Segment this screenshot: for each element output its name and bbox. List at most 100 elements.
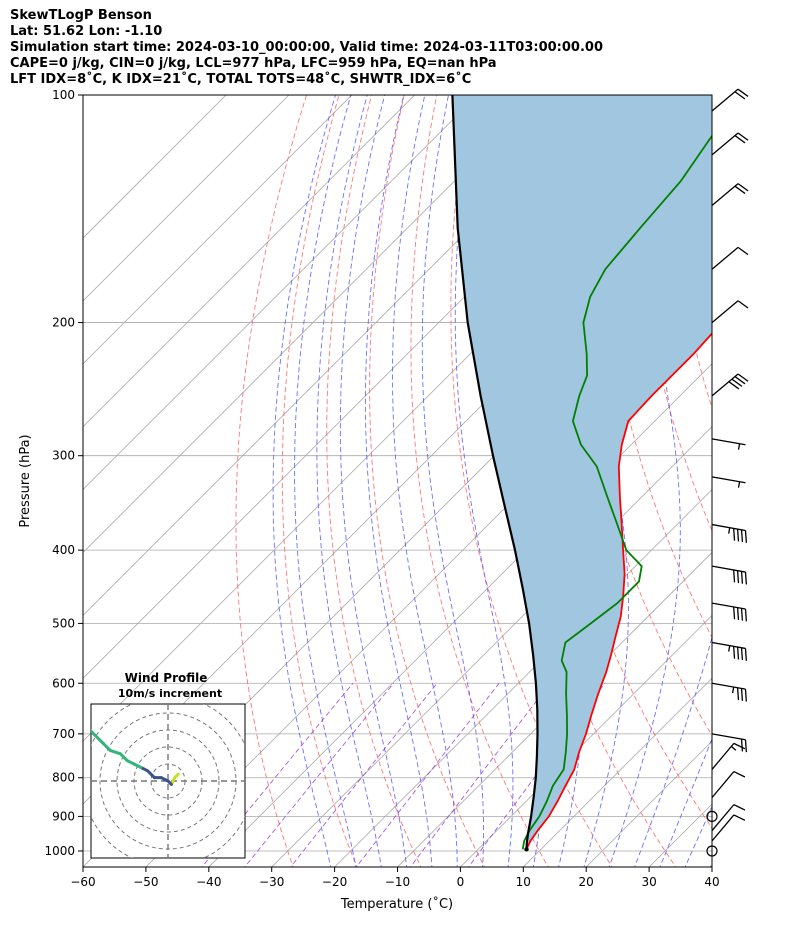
- wind-barb-flag: [728, 381, 740, 390]
- wind-barb-flag: [734, 185, 746, 194]
- y-tick-label: 100: [52, 88, 75, 102]
- wind-barb-half-flag: [728, 527, 731, 534]
- x-tick-label: −20: [322, 875, 347, 889]
- x-tick-label: −30: [259, 875, 284, 889]
- y-tick-label: 500: [52, 616, 75, 630]
- wind-barb: [711, 132, 739, 156]
- wind-barb-half-flag: [737, 481, 741, 488]
- location-line: Lat: 51.62 Lon: -1.10: [10, 24, 163, 39]
- wind-barb-flag: [733, 646, 736, 659]
- moist-adiabat-line: [316, 95, 382, 867]
- wind-barb-calm: [706, 810, 718, 822]
- plot-area: −60 −50 −40 −30 −20 −10 0 10 20 30 40 100 200 300 400…: [18, 78, 794, 912]
- dry-adiabat-line: [281, 95, 358, 867]
- wind-barb: [711, 682, 746, 690]
- dry-adiabat-line: [326, 95, 422, 867]
- wind-barb: [711, 602, 746, 610]
- wind-barb-flag: [737, 88, 749, 97]
- time-line: Simulation start time: 2024-03-10_00:00:…: [10, 40, 603, 55]
- hodograph-segment: [108, 748, 122, 756]
- x-tick-label: 20: [579, 875, 594, 889]
- dry-adiabat-line: [729, 78, 794, 870]
- wind-barb-flag: [731, 378, 743, 387]
- y-tick-label: 900: [52, 809, 75, 823]
- wind-barb-flag: [744, 572, 748, 585]
- dewpoint-line: [521, 134, 712, 850]
- isotherm-line: [83, 95, 542, 554]
- x-tick-label: −10: [385, 875, 410, 889]
- wind-barb-flag: [734, 376, 746, 385]
- moist-adiabat-line: [608, 95, 681, 867]
- isotherm-line: [83, 95, 227, 239]
- wind-barb-flag: [736, 647, 740, 660]
- moist-adiabat-line: [294, 95, 357, 867]
- moist-adiabat-line: [365, 95, 433, 867]
- hodograph-segment: [91, 729, 92, 731]
- isotherm-line: [271, 426, 712, 867]
- dry-adiabat-line: [235, 95, 307, 867]
- wind-barb-flag: [737, 132, 749, 141]
- wind-barb-flag: [733, 569, 736, 583]
- x-axis: −60 −50 −40 −30 −20 −10 0 10 20 30 40: [70, 867, 720, 889]
- wind-barb: [711, 523, 746, 532]
- wind-barb-calm: [706, 845, 718, 857]
- moist-adiabat-line: [454, 95, 514, 867]
- mixing-ratio-line: [467, 683, 606, 867]
- x-tick-label: 40: [704, 875, 719, 889]
- isotherm-line: [522, 677, 712, 867]
- chart-title: SkewTLogP Benson: [10, 8, 152, 23]
- y-tick-label: 400: [52, 543, 75, 557]
- isotherm-line: [83, 95, 416, 428]
- mixing-ratio-lines: [201, 683, 606, 867]
- chart-header: SkewTLogP Benson Lat: 51.62 Lon: -1.10 S…: [10, 8, 790, 88]
- x-tick-label: −50: [133, 875, 158, 889]
- wind-barb-flag: [744, 530, 748, 543]
- y-axis: 100 200 300 400 500 600 700 800 900 1000: [44, 88, 83, 858]
- wind-barb: [711, 742, 735, 770]
- wind-barb-flag: [733, 606, 736, 620]
- isotherm-line: [83, 95, 479, 491]
- wind-barb: [711, 183, 739, 206]
- wind-barb: [711, 373, 739, 397]
- wind-barb-half-flag: [737, 443, 741, 450]
- wind-barb-flag: [740, 608, 744, 621]
- isotherm-line: [459, 614, 712, 867]
- x-tick-label: −40: [196, 875, 221, 889]
- wind-barb-flag: [744, 739, 748, 753]
- y-tick-label: 800: [52, 771, 75, 785]
- y-tick-label: 700: [52, 727, 75, 741]
- wind-barb: [711, 246, 739, 270]
- x-tick-label: 0: [457, 875, 465, 889]
- wind-barb-flag: [734, 91, 746, 100]
- moist-adiabat-line: [709, 862, 712, 867]
- wind-barb: [711, 88, 739, 112]
- mixing-ratio-line: [290, 683, 438, 867]
- wind-barb-flag: [740, 647, 744, 661]
- wind-barb-flag: [734, 135, 746, 144]
- moist-adiabat-line: [339, 95, 408, 867]
- x-tick-label: 10: [516, 875, 531, 889]
- wind-barb-flag: [733, 804, 746, 811]
- wind-barb-flag: [744, 608, 748, 622]
- parcel-line: [451, 95, 539, 850]
- hodograph-subtitle: 10m/s increment: [118, 687, 222, 700]
- wind-barb-half-flag: [730, 745, 737, 751]
- wind-barb: [711, 733, 746, 741]
- wind-barb: [711, 300, 739, 324]
- y-tick-label: 300: [52, 449, 75, 463]
- y-tick-label: 600: [52, 676, 75, 690]
- wind-barb-flag: [733, 770, 746, 778]
- wind-barb-flag: [736, 529, 740, 542]
- wind-barb-flag: [740, 739, 744, 752]
- wind-barb-flag: [737, 300, 749, 309]
- dry-adiabat-line: [410, 95, 549, 867]
- hodograph-title: Wind Profile: [125, 671, 208, 685]
- x-tick-label: −60: [70, 875, 95, 889]
- indices-line-2: LFT IDX=8˚C, K IDX=21˚C, TOTAL TOTS=48˚C…: [10, 72, 472, 87]
- dry-adiabat-line: [664, 95, 712, 410]
- hodograph-segment: [98, 738, 112, 752]
- wind-barb-flag: [737, 183, 749, 192]
- hodograph-segment: [91, 729, 102, 742]
- mixing-ratio-line: [409, 683, 551, 867]
